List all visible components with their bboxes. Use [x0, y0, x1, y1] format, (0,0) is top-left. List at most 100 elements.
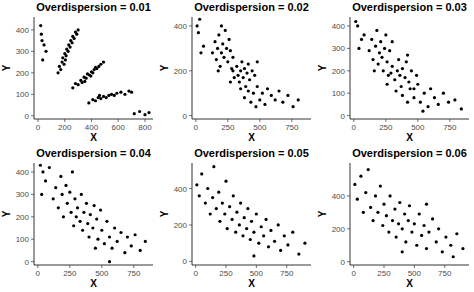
point	[41, 170, 44, 173]
x-tick	[256, 265, 257, 268]
point	[199, 51, 202, 54]
x-tick	[417, 119, 418, 122]
x-tick-label: 250	[377, 269, 391, 278]
point	[40, 39, 43, 42]
point	[297, 98, 300, 101]
point	[380, 56, 383, 59]
x-tick	[291, 119, 292, 122]
point	[376, 211, 379, 214]
point	[425, 247, 428, 250]
point	[375, 29, 378, 32]
point	[242, 76, 245, 79]
y-tick-label: 400	[174, 185, 188, 194]
x-tick-label: 500	[95, 269, 109, 278]
point	[420, 234, 423, 237]
point	[75, 215, 78, 218]
point	[247, 62, 250, 65]
points	[39, 24, 151, 116]
point	[453, 98, 456, 101]
point	[401, 67, 404, 70]
point	[398, 201, 401, 204]
x-tick-label: 750	[443, 123, 457, 132]
point	[277, 223, 280, 226]
points	[354, 20, 463, 113]
x-tick-label: 250	[221, 123, 235, 132]
point	[61, 193, 64, 196]
y-tick-label: 300	[16, 190, 30, 199]
point	[245, 71, 248, 74]
y-axis-line	[192, 17, 193, 119]
point	[75, 33, 78, 36]
point	[56, 71, 59, 74]
point	[239, 87, 242, 90]
x-axis-line	[34, 119, 153, 120]
point	[72, 224, 75, 227]
point	[260, 225, 263, 228]
point	[423, 92, 426, 95]
x-tick	[449, 119, 450, 122]
y-tick-label: 0	[25, 258, 30, 267]
point	[409, 87, 412, 90]
point	[222, 56, 225, 59]
point	[250, 220, 253, 223]
x-tick-label: 250	[379, 123, 393, 132]
point	[412, 96, 415, 99]
y-tick	[189, 70, 192, 71]
y-tick	[31, 29, 34, 30]
point	[235, 65, 238, 68]
point	[110, 247, 113, 250]
point	[195, 183, 198, 186]
point	[235, 211, 238, 214]
x-tick	[384, 265, 385, 268]
point	[105, 96, 108, 99]
point	[267, 245, 270, 248]
point	[244, 85, 247, 88]
point	[261, 92, 264, 95]
point	[387, 74, 390, 77]
point	[64, 54, 67, 57]
y-tick-label: 200	[174, 221, 188, 230]
x-tick-label: 800	[138, 123, 152, 132]
point	[41, 58, 44, 61]
x-tick-label: 200	[58, 123, 72, 132]
y-tick-label: 200	[16, 69, 30, 78]
point	[437, 103, 440, 106]
point	[397, 222, 400, 225]
point	[123, 93, 126, 96]
point	[426, 105, 429, 108]
point	[108, 260, 111, 263]
x-tick	[64, 119, 65, 122]
y-tick-label: 400	[16, 26, 30, 35]
x-tick	[353, 119, 354, 122]
panel: Overdispersion = 0.0502004000250500750XY	[159, 147, 311, 289]
point	[252, 92, 255, 95]
point	[243, 67, 246, 70]
y-tick-label: 200	[332, 67, 346, 76]
point	[138, 110, 141, 113]
point	[360, 38, 363, 41]
point	[263, 103, 266, 106]
y-axis-line	[192, 163, 193, 265]
x-axis-line	[192, 265, 311, 266]
point	[415, 244, 418, 247]
point	[245, 227, 248, 230]
y-tick-label: 100	[16, 235, 30, 244]
point	[369, 206, 372, 209]
x-axis-label: X	[248, 278, 255, 289]
point	[100, 229, 103, 232]
point	[216, 47, 219, 50]
x-axis-label: X	[90, 132, 97, 143]
x-axis-label: X	[248, 132, 255, 143]
point	[367, 168, 370, 171]
point	[381, 224, 384, 227]
y-tick-label: 400	[16, 168, 30, 177]
point	[95, 217, 98, 220]
y-axis-label: Y	[159, 64, 170, 71]
chart-root: Overdispersion = 0.010100200300400020040…	[0, 0, 474, 292]
y-tick	[31, 72, 34, 73]
x-axis-line	[350, 265, 469, 266]
point	[99, 63, 102, 66]
point	[382, 203, 385, 206]
point	[255, 212, 258, 215]
y-tick	[189, 188, 192, 189]
